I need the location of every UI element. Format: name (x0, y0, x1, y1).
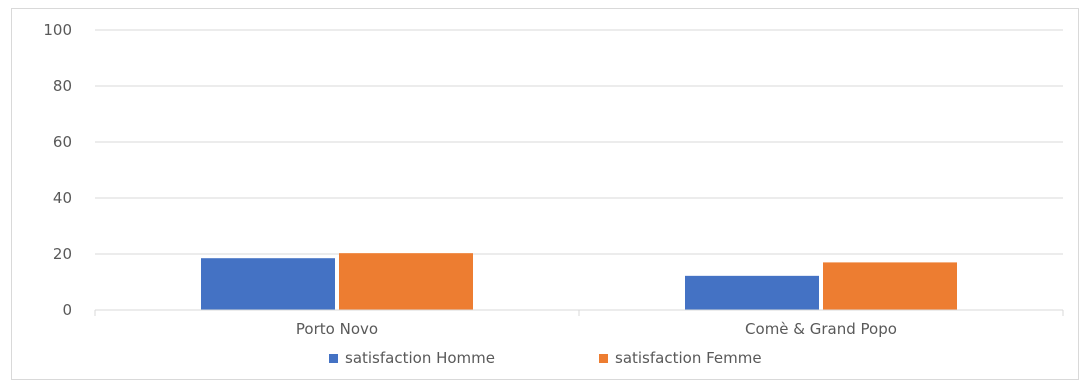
x-axis (94, 309, 1064, 316)
y-tick-label: 80 (53, 77, 72, 95)
legend-swatch (599, 354, 608, 363)
bars (201, 253, 957, 310)
bar (823, 262, 957, 310)
y-tick-label: 20 (53, 245, 72, 263)
y-tick-label: 100 (43, 21, 72, 39)
bar (339, 253, 473, 310)
legend-label: satisfaction Femme (615, 349, 762, 367)
legend-swatch (329, 354, 338, 363)
y-axis-ticks: 0 20 40 60 80 100 (43, 21, 72, 319)
x-axis-category-labels: Porto Novo Comè & Grand Popo (296, 320, 897, 338)
x-category-label: Porto Novo (296, 320, 378, 338)
y-tick-label: 0 (62, 301, 72, 319)
y-tick-label: 60 (53, 133, 72, 151)
legend: satisfaction Homme satisfaction Femme (329, 349, 762, 367)
bar (685, 275, 819, 310)
x-category-label: Comè & Grand Popo (745, 320, 897, 338)
gridlines (95, 29, 1063, 255)
chart-frame (11, 8, 1079, 380)
legend-label: satisfaction Homme (345, 349, 495, 367)
y-tick-label: 40 (53, 189, 72, 207)
bar (201, 258, 335, 310)
